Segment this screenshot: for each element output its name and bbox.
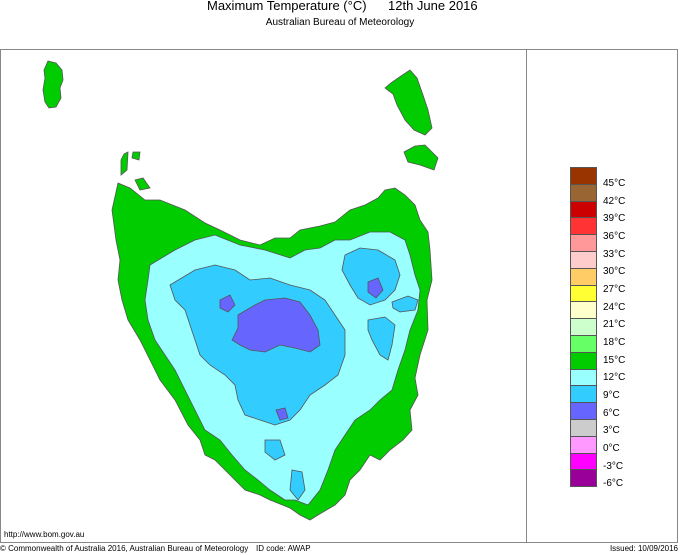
legend-label: 33°C bbox=[603, 249, 626, 260]
copyright-text: © Commonwealth of Australia 2016, Austra… bbox=[0, 544, 249, 553]
legend-label: 6°C bbox=[603, 408, 620, 419]
legend-label: 3°C bbox=[603, 425, 620, 436]
legend-label: 45°C bbox=[603, 178, 626, 189]
issued-date: Issued: 10/09/2016 bbox=[609, 544, 678, 553]
legend-swatch bbox=[570, 234, 597, 252]
legend-label: 42°C bbox=[603, 196, 626, 207]
tasmania-map bbox=[42, 60, 439, 521]
legend-swatch bbox=[570, 318, 597, 336]
legend-swatch bbox=[570, 183, 597, 202]
temperature-legend: 45°C 42°C 39°C 36°C 33°C 30°C 27°C 24°C … bbox=[570, 167, 625, 489]
legend-label: 15°C bbox=[603, 355, 626, 366]
legend-swatch bbox=[570, 435, 597, 454]
legend-swatch bbox=[570, 418, 597, 437]
legend-label: 12°C bbox=[603, 372, 626, 383]
legend-swatch bbox=[570, 368, 597, 387]
legend-swatch bbox=[570, 385, 597, 404]
legend-swatch bbox=[570, 469, 597, 488]
legend-swatch bbox=[570, 167, 597, 185]
legend-label: -6°C bbox=[603, 478, 624, 489]
legend-label: 30°C bbox=[603, 266, 626, 277]
legend-label: 21°C bbox=[603, 319, 626, 330]
legend-label: 39°C bbox=[603, 213, 626, 224]
id-code: ID code: AWAP bbox=[256, 544, 311, 553]
title-date: 12th June 2016 bbox=[388, 0, 478, 13]
legend-divider bbox=[526, 49, 527, 543]
legend-swatch bbox=[570, 452, 597, 471]
legend-swatch bbox=[570, 200, 597, 219]
legend-swatch bbox=[570, 284, 597, 303]
legend-label: 24°C bbox=[603, 302, 626, 313]
bom-url-link[interactable]: http://www.bom.gov.au bbox=[4, 530, 85, 539]
legend-label: 0°C bbox=[603, 443, 620, 454]
subtitle: Australian Bureau of Meteorology bbox=[265, 17, 415, 28]
legend-label: 9°C bbox=[603, 390, 620, 401]
legend-swatch bbox=[570, 402, 597, 420]
legend-label: 27°C bbox=[603, 284, 626, 295]
legend-swatch bbox=[570, 267, 597, 286]
legend-swatch bbox=[570, 250, 597, 269]
legend-swatch bbox=[570, 301, 597, 320]
legend-label: -3°C bbox=[603, 461, 624, 472]
legend-swatch bbox=[570, 351, 597, 370]
legend-swatch bbox=[570, 334, 597, 353]
legend-label: 36°C bbox=[603, 231, 626, 242]
legend-swatch bbox=[570, 217, 597, 236]
map-frame bbox=[0, 49, 678, 543]
title-variable: Maximum Temperature (°C) bbox=[207, 0, 367, 13]
legend-label: 18°C bbox=[603, 337, 626, 348]
